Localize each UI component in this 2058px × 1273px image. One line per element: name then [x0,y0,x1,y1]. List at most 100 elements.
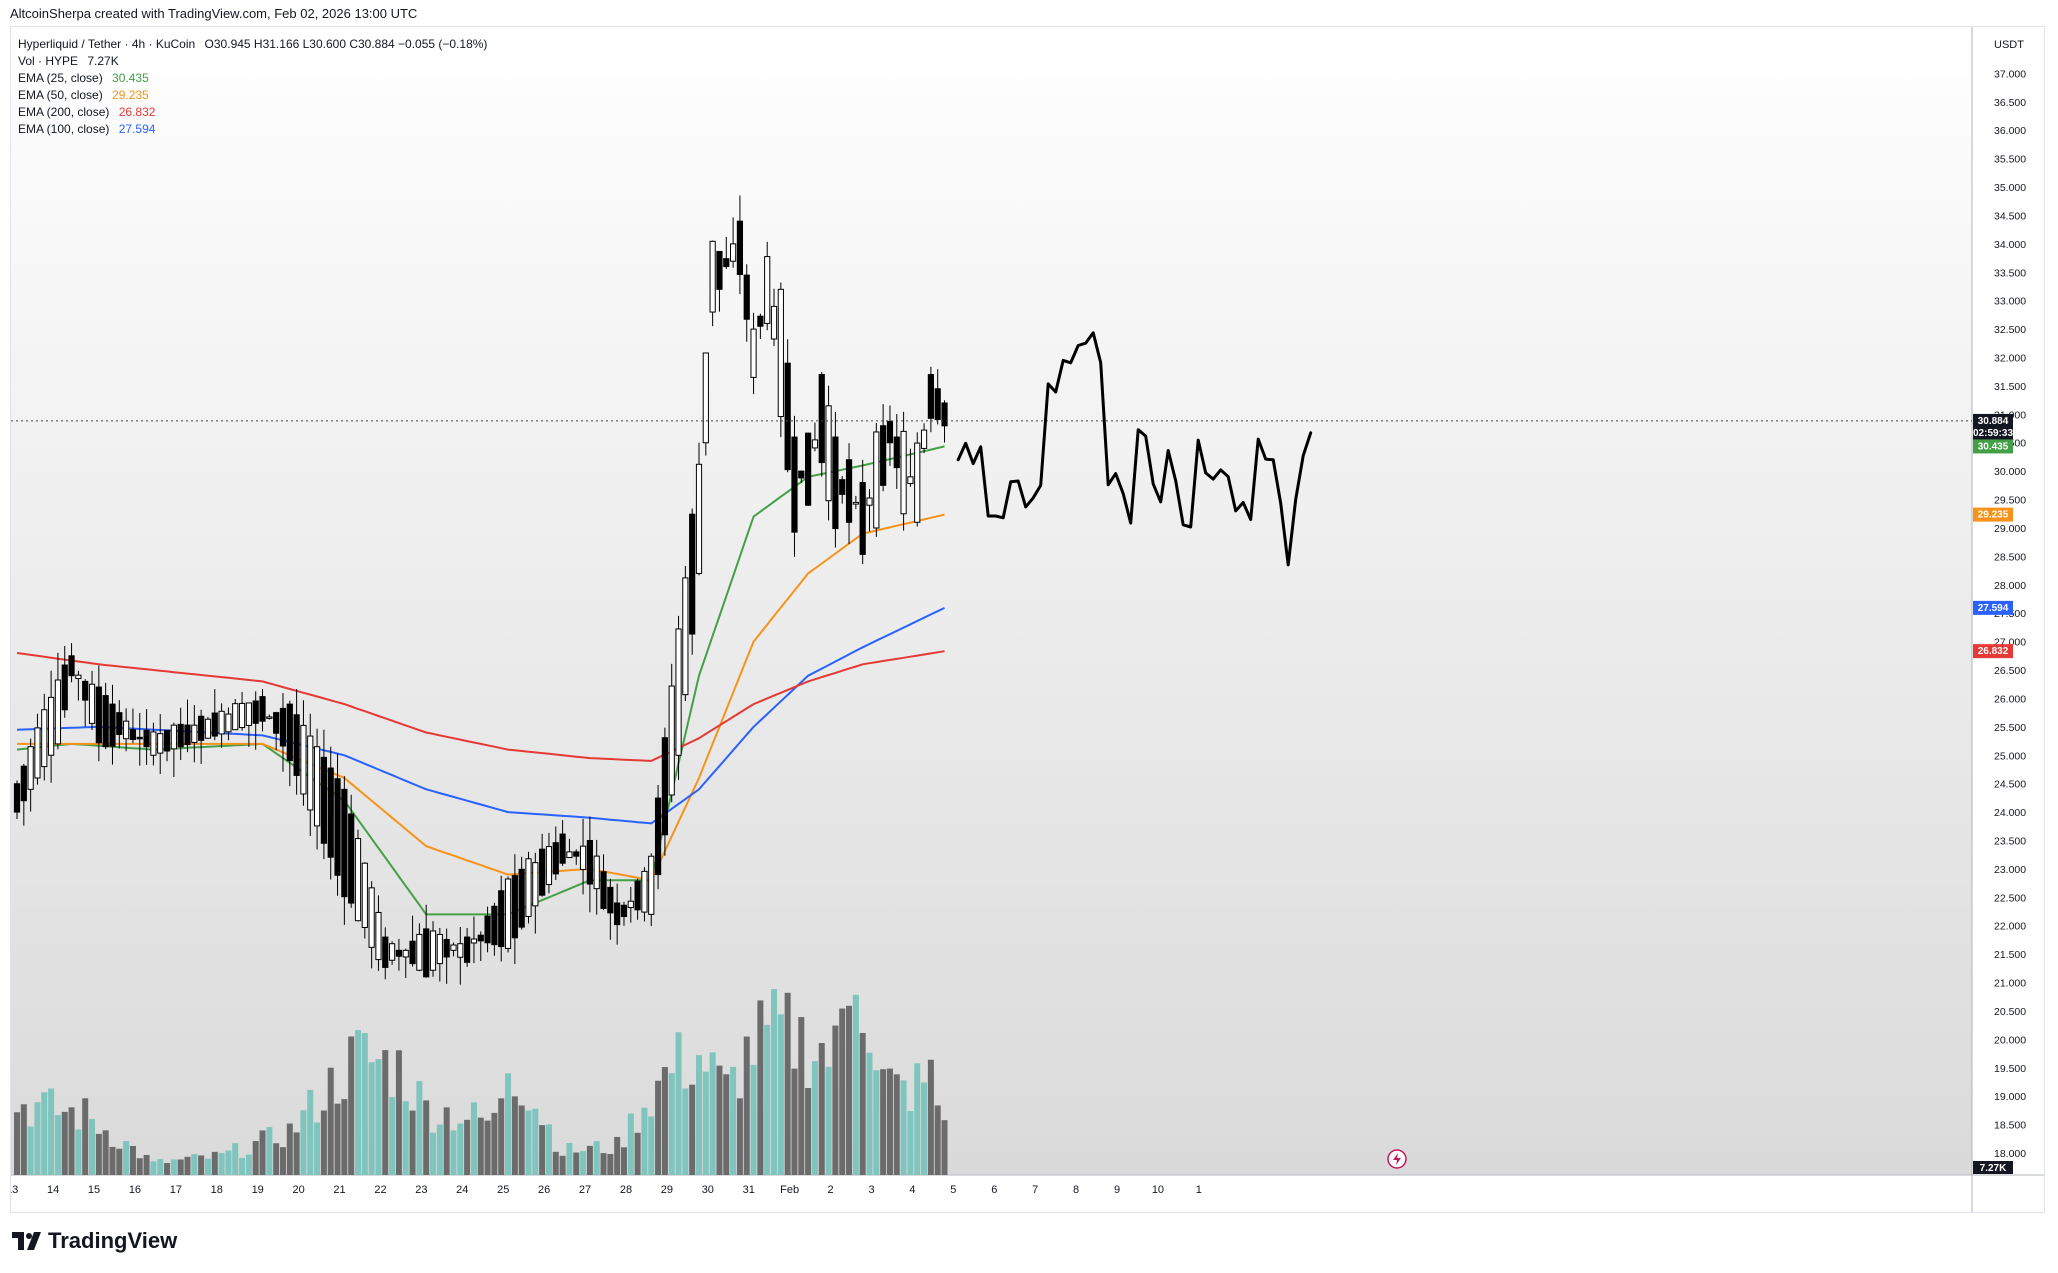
volume-bar [341,1099,348,1175]
candle [259,688,266,732]
candle [464,927,471,967]
ohlc-values: O30.945 H31.166 L30.600 C30.884 −0.055 (… [204,37,488,51]
volume-bar [566,1142,573,1175]
symbol-name[interactable]: Hyperliquid / Tether · 4h · KuCoin [18,37,196,51]
volume-bar [764,1024,771,1175]
candle [48,670,55,783]
ema200-badge: 26.832 [1973,644,2013,659]
volume-bar [450,1130,457,1175]
volume-bar [675,1032,682,1175]
candle [736,195,744,295]
ema100-badge: 27.594 [1973,600,2013,615]
ema100-label: EMA (100, close) [18,122,110,136]
candle [41,693,48,781]
candle [689,508,696,655]
y-tick-label: 32.000 [1994,353,2026,365]
legend-volume-row[interactable]: Vol · HYPE 7.27K [18,53,487,70]
legend-ema50-row[interactable]: EMA (50, close) 29.235 [18,87,487,104]
volume-bar [900,1080,907,1175]
candle [709,240,716,327]
y-tick-label: 22.000 [1994,921,2026,933]
volume-bar [491,1112,498,1175]
volume-bar [75,1129,82,1175]
x-tick-label: 10 [1152,1184,1164,1196]
candle [866,489,873,532]
candle [682,565,689,702]
volume-bar [279,1147,286,1175]
y-tick-label: 31.500 [1994,381,2026,393]
price-chart[interactable]: USDT 18.000 18.500 19.000 19.500 20.000 20.50… [11,27,2045,1213]
candle [389,941,396,965]
y-tick-label: 36.000 [1994,125,2026,137]
candle [457,926,464,985]
candle [593,839,600,915]
tradingview-logo[interactable]: TradingView [12,1228,177,1254]
candle [607,878,614,940]
candle [805,432,812,506]
volume-bar [389,1097,396,1175]
legend-ema25-row[interactable]: EMA (25, close) 30.435 [18,70,487,87]
y-tick-label: 29.000 [1994,523,2026,535]
x-tick-label: 2 [828,1184,834,1196]
candle [825,385,832,521]
candle [661,727,668,856]
volume-bar [846,1005,853,1175]
volume-bar [314,1122,321,1175]
svg-text:7.27K: 7.27K [1980,1163,2007,1174]
legend-ema100-row[interactable]: EMA (100, close) 27.594 [18,121,487,138]
volume-bar [157,1159,164,1175]
candle [654,784,662,890]
candle [900,411,907,531]
y-tick-label: 33.000 [1994,296,2026,308]
volume-bar [873,1070,880,1175]
x-tick-label: 27 [579,1184,591,1196]
y-tick-label: 35.000 [1994,182,2026,194]
volume-bar [784,992,791,1175]
x-tick-label: 28 [620,1184,632,1196]
candle [382,927,389,980]
x-tick-label: 24 [456,1184,468,1196]
candle [777,282,784,438]
legend-ema200-row[interactable]: EMA (200, close) 26.832 [18,104,487,121]
chart-frame[interactable]: USDT 18.000 18.500 19.000 19.500 20.000 20.50… [10,26,2045,1213]
candle [886,405,894,466]
candle [286,700,293,787]
volume-bar [907,1111,914,1175]
volume-bar [48,1088,55,1175]
candle [211,689,218,741]
y-tick-label: 36.500 [1994,97,2026,109]
x-tick-label: 1 [1196,1184,1202,1196]
candle [27,738,34,812]
x-tick-label: 29 [661,1184,673,1196]
y-tick-label: 25.500 [1994,722,2026,734]
volume-bar [518,1105,525,1175]
candle [695,442,703,576]
candle [818,371,825,477]
volume-bar [54,1115,61,1175]
volume-bar [655,1080,662,1175]
volume-bar [102,1130,109,1175]
volume-bar [348,1036,355,1175]
ema-line [16,650,945,762]
y-tick-label: 35.500 [1994,154,2026,166]
y-tick-label: 18.500 [1994,1120,2026,1132]
candle [116,700,123,749]
volume-bar [927,1059,934,1175]
volume-bars [14,989,948,1175]
volume-bar [150,1161,157,1175]
y-tick-label: 30.000 [1994,466,2026,478]
volume-bar [20,1104,27,1175]
y-tick-label: 20.000 [1994,1034,2026,1046]
volume-bar [82,1098,89,1175]
legend-symbol-row[interactable]: Hyperliquid / Tether · 4h · KuCoin O30.9… [18,36,487,53]
lightning-icon[interactable] [1387,1149,1407,1169]
candle [307,713,314,836]
candle [552,826,559,880]
candle [75,670,82,701]
volume-bar [641,1107,648,1175]
volume-bar [559,1155,566,1175]
volume-bar [825,1066,832,1175]
volume-bar [839,1008,846,1175]
candle [839,475,846,504]
